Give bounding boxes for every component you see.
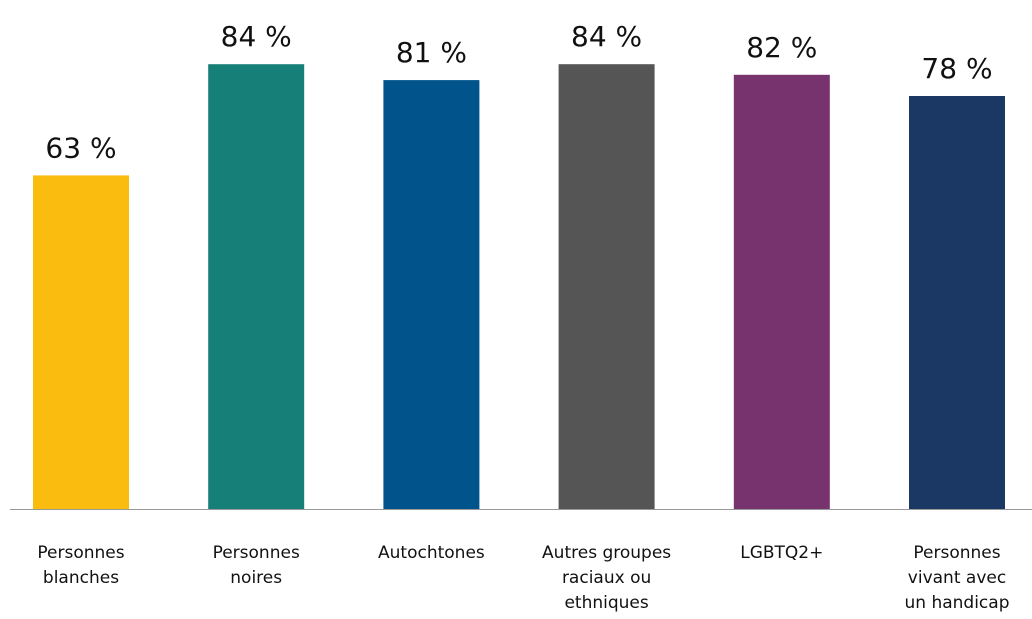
category-labels-group: Personnes blanches Personnes noires Autochto…	[37, 543, 1009, 613]
value-label-4: 84 %	[571, 20, 642, 53]
bars-group	[33, 64, 1005, 510]
value-label-3: 81 %	[396, 36, 467, 69]
value-label-5: 82 %	[746, 31, 817, 64]
value-label-2: 84 %	[221, 20, 292, 53]
category-label-line: LGBTQ2+	[740, 543, 823, 563]
value-label-1: 63 %	[45, 131, 116, 164]
value-labels-group: 63 % 84 % 81 % 84 % 82 % 78 %	[45, 20, 992, 164]
bar-5	[733, 74, 830, 510]
category-label-line: noires	[230, 568, 282, 588]
category-label-line: blanches	[43, 568, 119, 588]
category-label-line: Autres groupes	[542, 543, 671, 563]
category-label-4: Autres groupes raciaux ou ethniques	[542, 543, 671, 613]
bar-2	[208, 64, 305, 509]
category-label-line: vivant avec	[908, 568, 1006, 588]
category-label-line: raciaux ou	[562, 568, 651, 588]
bar-4	[558, 64, 655, 509]
category-label-1: Personnes blanches	[37, 543, 124, 588]
category-label-2: Personnes noires	[213, 543, 300, 588]
value-label-6: 78 %	[921, 52, 992, 85]
bar-6	[909, 96, 1005, 509]
category-label-line: un handicap	[905, 593, 1010, 613]
category-label-line: Personnes	[913, 543, 1000, 563]
category-label-line: Personnes	[213, 543, 300, 563]
category-label-line: ethniques	[564, 593, 648, 613]
category-label-line: Autochtones	[378, 543, 485, 563]
category-label-line: Personnes	[37, 543, 124, 563]
category-label-5: LGBTQ2+	[740, 543, 823, 563]
category-label-3: Autochtones	[378, 543, 485, 563]
bar-1	[33, 175, 129, 509]
bar-3	[383, 80, 480, 509]
category-label-6: Personnes vivant avec un handicap	[905, 543, 1010, 613]
